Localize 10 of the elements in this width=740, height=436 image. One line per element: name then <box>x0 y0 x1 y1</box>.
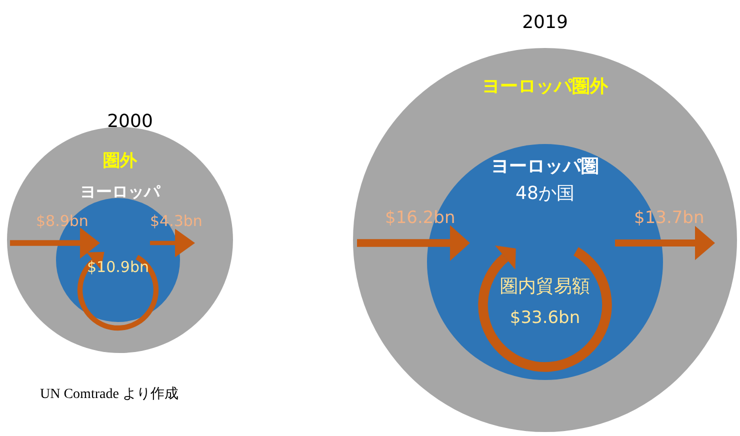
text: 48か国 <box>516 183 574 204</box>
text: ヨーロッパ圏外 <box>482 76 609 97</box>
text: 圏外 <box>103 151 138 171</box>
text: ヨーロッパ圏 <box>491 156 599 177</box>
text: UN Comtrade より作成 <box>40 386 178 402</box>
text: 圏内貿易額 <box>500 276 590 297</box>
text: 2019 <box>522 12 568 33</box>
text: 2000 <box>107 111 153 132</box>
data-label: $33.6bn <box>510 308 580 328</box>
text: ヨーロッパ <box>80 182 161 201</box>
